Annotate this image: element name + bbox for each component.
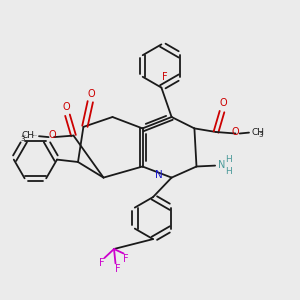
Text: F: F <box>123 254 129 264</box>
Text: O: O <box>220 98 227 109</box>
Text: 3: 3 <box>259 132 263 138</box>
Text: O: O <box>49 130 56 140</box>
Text: H: H <box>225 167 232 176</box>
Text: N: N <box>155 170 163 181</box>
Text: methyl: methyl <box>32 135 37 136</box>
Text: methyl: methyl <box>22 134 26 136</box>
Text: H: H <box>225 155 232 164</box>
Text: O: O <box>232 127 239 137</box>
Text: F: F <box>115 264 121 274</box>
Text: O: O <box>88 89 96 99</box>
Text: F: F <box>99 258 105 268</box>
Text: 3: 3 <box>21 136 25 142</box>
Text: CH: CH <box>22 131 34 140</box>
Text: O: O <box>62 102 70 112</box>
Text: N: N <box>218 160 225 170</box>
Text: F: F <box>162 72 168 82</box>
Text: CH: CH <box>252 128 265 137</box>
